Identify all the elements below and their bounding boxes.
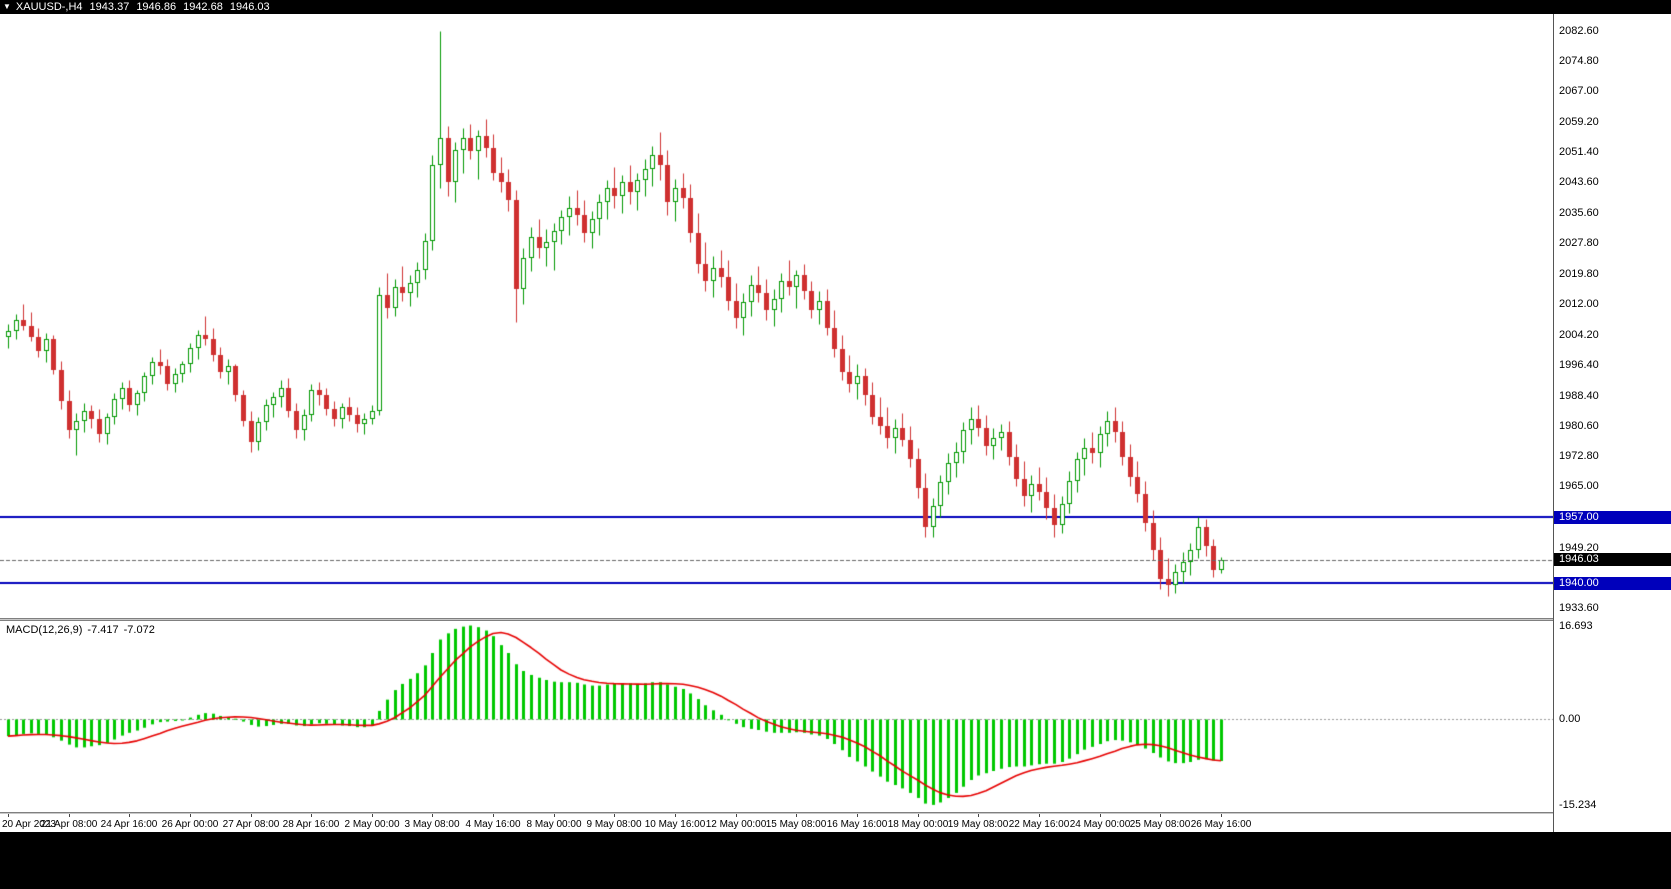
price-scale-label: 1949.20 (1559, 541, 1599, 554)
date-axis-label: 27 Apr 08:00 (222, 819, 280, 830)
date-axis-tick (736, 814, 737, 817)
date-axis-label: 26 May 16:00 (1190, 819, 1252, 830)
date-axis-tick (857, 814, 858, 817)
price-level-box: 1946.03 (1554, 553, 1671, 567)
date-axis-label: 19 May 08:00 (947, 819, 1009, 830)
date-axis-label: 2 May 00:00 (344, 819, 400, 830)
date-axis-label: 15 May 08:00 (765, 819, 827, 830)
price-scale-label: 2059.20 (1559, 115, 1599, 128)
pane-separator[interactable] (0, 618, 1671, 621)
date-axis-label: 26 Apr 00:00 (161, 819, 219, 830)
date-axis-label: 21 Apr 08:00 (40, 819, 98, 830)
price-level-box: 1940.00 (1554, 576, 1671, 590)
date-axis-tick (372, 814, 373, 817)
date-axis-tick (251, 814, 252, 817)
date-axis-tick (1221, 814, 1222, 817)
date-axis-label: 9 May 08:00 (586, 819, 642, 830)
price-level-box: 1957.00 (1554, 510, 1671, 524)
date-axis-tick (129, 814, 130, 817)
macd-indicator-label: MACD(12,26,9) -7.417 -7.072 (6, 624, 160, 636)
ohlc-open: 1943.37 (89, 1, 130, 13)
bottom-black-strip (0, 832, 1671, 889)
symbol-timeframe: XAUUSD-,H4 (15, 1, 83, 13)
date-axis-tick (190, 814, 191, 817)
price-scale-label: 2019.80 (1559, 268, 1599, 281)
date-axis-tick (796, 814, 797, 817)
price-scale-label: 2082.60 (1559, 25, 1599, 38)
macd-scale-label: -15.234 (1559, 798, 1597, 811)
date-axis-tick (1100, 814, 1101, 817)
date-axis-tick (1160, 814, 1161, 817)
macd-indicator-canvas[interactable] (0, 621, 1553, 812)
price-scale-label: 2043.60 (1559, 176, 1599, 189)
price-scale-label: 2027.80 (1559, 237, 1599, 250)
macd-signal-value: -7.072 (123, 624, 155, 636)
price-scale[interactable]: 2082.60 2074.80 2067.00 2059.20 2051.40 2043.… (1553, 14, 1671, 832)
date-axis-tick (69, 814, 70, 817)
pane-separator-bottom[interactable] (0, 812, 1671, 814)
date-axis-tick (311, 814, 312, 817)
date-axis-label: 10 May 16:00 (644, 819, 706, 830)
date-axis-label: 24 Apr 16:00 (100, 819, 158, 830)
date-axis-tick (675, 814, 676, 817)
date-axis-tick (918, 814, 919, 817)
date-axis-tick (493, 814, 494, 817)
macd-scale-label: 16.693 (1559, 619, 1593, 632)
date-axis-label: 12 May 00:00 (705, 819, 767, 830)
date-axis-label: 24 May 00:00 (1069, 819, 1131, 830)
price-scale-label: 2067.00 (1559, 85, 1599, 98)
chart-title-bar: ▼ XAUUSD-,H4 1943.37 1946.86 1942.68 1946.03 (0, 0, 1671, 14)
date-axis-label: 4 May 16:00 (465, 819, 521, 830)
date-axis-label: 28 Apr 16:00 (282, 819, 340, 830)
date-axis-label: 22 May 16:00 (1008, 819, 1070, 830)
price-scale-label: 1980.60 (1559, 419, 1599, 432)
date-axis-label: 3 May 08:00 (404, 819, 460, 830)
date-axis-tick (1039, 814, 1040, 817)
macd-scale-label: 0.00 (1559, 713, 1581, 726)
date-axis-label: 20 Apr 2023 (2, 819, 56, 830)
price-scale-label: 2012.00 (1559, 298, 1599, 311)
date-axis-label: 25 May 08:00 (1129, 819, 1191, 830)
price-scale-label: 2035.60 (1559, 207, 1599, 219)
price-scale-label: 1933.60 (1559, 601, 1599, 614)
price-scale-label: 1965.00 (1559, 480, 1599, 493)
price-scale-label: 2051.40 (1559, 145, 1599, 158)
price-chart-canvas[interactable] (0, 14, 1553, 618)
date-axis-tick (978, 814, 979, 817)
ohlc-low: 1942.68 (183, 1, 223, 13)
date-axis-label: 16 May 16:00 (826, 819, 888, 830)
price-scale-label: 2004.20 (1559, 328, 1599, 341)
price-scale-label: 1996.40 (1559, 358, 1599, 371)
macd-value: -7.417 (87, 624, 119, 636)
price-scale-label: 2074.80 (1559, 55, 1599, 68)
date-axis-tick (8, 814, 9, 817)
date-axis-tick (554, 814, 555, 817)
ohlc-high: 1946.86 (136, 1, 177, 13)
date-axis[interactable]: 20 Apr 2023 21 Apr 08:00 24 Apr 16:00 26 Ap… (0, 814, 1671, 832)
chart-menu-icon[interactable]: ▼ (3, 2, 11, 11)
date-axis-label: 18 May 00:00 (887, 819, 949, 830)
date-axis-label: 8 May 00:00 (526, 819, 582, 830)
price-scale-label: 1988.40 (1559, 389, 1599, 402)
ohlc-close: 1946.03 (229, 1, 270, 13)
price-scale-label: 1972.80 (1559, 450, 1599, 463)
macd-name: MACD(12,26,9) (6, 624, 83, 636)
date-axis-tick (432, 814, 433, 817)
date-axis-tick (614, 814, 615, 817)
